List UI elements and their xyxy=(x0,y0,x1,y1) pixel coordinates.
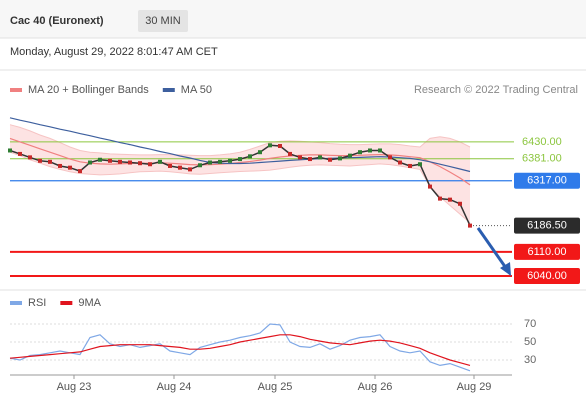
candle xyxy=(158,159,162,164)
level-label: 6381.00 xyxy=(522,153,562,165)
legend-label: 9MA xyxy=(78,297,101,309)
level-label: 6430.00 xyxy=(522,136,562,148)
title: Cac 40 (Euronext) xyxy=(10,15,104,27)
bollinger-upper xyxy=(9,124,471,157)
series-line xyxy=(9,117,471,173)
y-tick-label: 30 xyxy=(524,354,536,366)
legend-label: RSI xyxy=(28,297,46,309)
candle xyxy=(108,158,112,163)
bollinger-lower xyxy=(9,151,471,224)
candle xyxy=(268,143,272,148)
candle xyxy=(218,159,222,164)
candle xyxy=(148,162,152,167)
candle xyxy=(128,160,132,165)
candle xyxy=(258,150,262,155)
x-tick-label: Aug 29 xyxy=(457,381,492,393)
candle xyxy=(58,163,62,168)
candle xyxy=(48,159,52,164)
candle xyxy=(338,156,342,161)
interval: 30 MIN xyxy=(145,15,181,27)
candle xyxy=(278,144,282,149)
candle xyxy=(248,154,252,159)
candle xyxy=(38,158,42,163)
candle xyxy=(18,151,22,156)
candle xyxy=(298,155,302,160)
x-tick-label: Aug 23 xyxy=(57,381,92,393)
x-tick-label: Aug 26 xyxy=(358,381,393,393)
candle xyxy=(118,159,122,164)
x-tick-label: Aug 24 xyxy=(157,381,192,393)
legend-label: MA 20 + Bollinger Bands xyxy=(28,84,149,96)
candle xyxy=(88,160,92,165)
candle xyxy=(68,165,72,170)
candle xyxy=(318,155,322,160)
candle xyxy=(98,157,102,162)
header-bar xyxy=(0,0,586,38)
candle xyxy=(348,153,352,158)
candle xyxy=(328,157,332,162)
candle xyxy=(228,158,232,163)
series-line xyxy=(9,137,471,186)
interval-badge[interactable] xyxy=(138,10,188,32)
date: Monday, August 29, 2022 8:01:47 AM CET xyxy=(10,46,218,58)
candle xyxy=(468,223,472,228)
series-line xyxy=(9,323,471,372)
bollinger-band xyxy=(10,124,470,223)
y-tick-label: 50 xyxy=(524,336,536,348)
candle xyxy=(438,196,442,201)
credit: Research © 2022 Trading Central xyxy=(414,84,578,96)
candle xyxy=(208,160,212,165)
legend-swatch xyxy=(10,301,22,305)
level-box xyxy=(514,243,580,260)
level-box xyxy=(514,172,580,189)
candle xyxy=(368,148,372,153)
legend-label: MA 50 xyxy=(181,84,212,96)
candle xyxy=(358,150,362,155)
candle xyxy=(378,148,382,153)
x-tick-label: Aug 25 xyxy=(258,381,293,393)
candle xyxy=(78,169,82,174)
candle xyxy=(428,184,432,189)
y-tick-label: 70 xyxy=(524,318,536,330)
candle xyxy=(388,155,392,160)
candle xyxy=(448,197,452,202)
candle xyxy=(408,163,412,168)
candle xyxy=(308,157,312,162)
candle xyxy=(288,151,292,156)
level-label: 6040.00 xyxy=(527,270,567,282)
candle xyxy=(178,165,182,170)
candle xyxy=(8,148,12,153)
level-label: 6110.00 xyxy=(528,246,567,258)
candle xyxy=(28,155,32,160)
price-box xyxy=(514,217,580,234)
candle xyxy=(188,167,192,172)
forecast-arrowhead xyxy=(500,262,511,276)
price-label: 6186.50 xyxy=(527,220,567,232)
candle xyxy=(418,162,422,167)
legend-swatch xyxy=(60,301,73,305)
forecast-arrow xyxy=(476,227,508,269)
candle xyxy=(238,157,242,162)
legend-swatch xyxy=(10,88,22,92)
candle xyxy=(398,160,402,165)
series-line xyxy=(9,334,471,366)
candle xyxy=(138,161,142,166)
candle xyxy=(458,201,462,206)
level-box xyxy=(514,267,580,284)
candle xyxy=(168,163,172,168)
level-label: 6317.00 xyxy=(527,175,567,187)
candle xyxy=(198,163,202,168)
legend-swatch xyxy=(162,88,175,92)
